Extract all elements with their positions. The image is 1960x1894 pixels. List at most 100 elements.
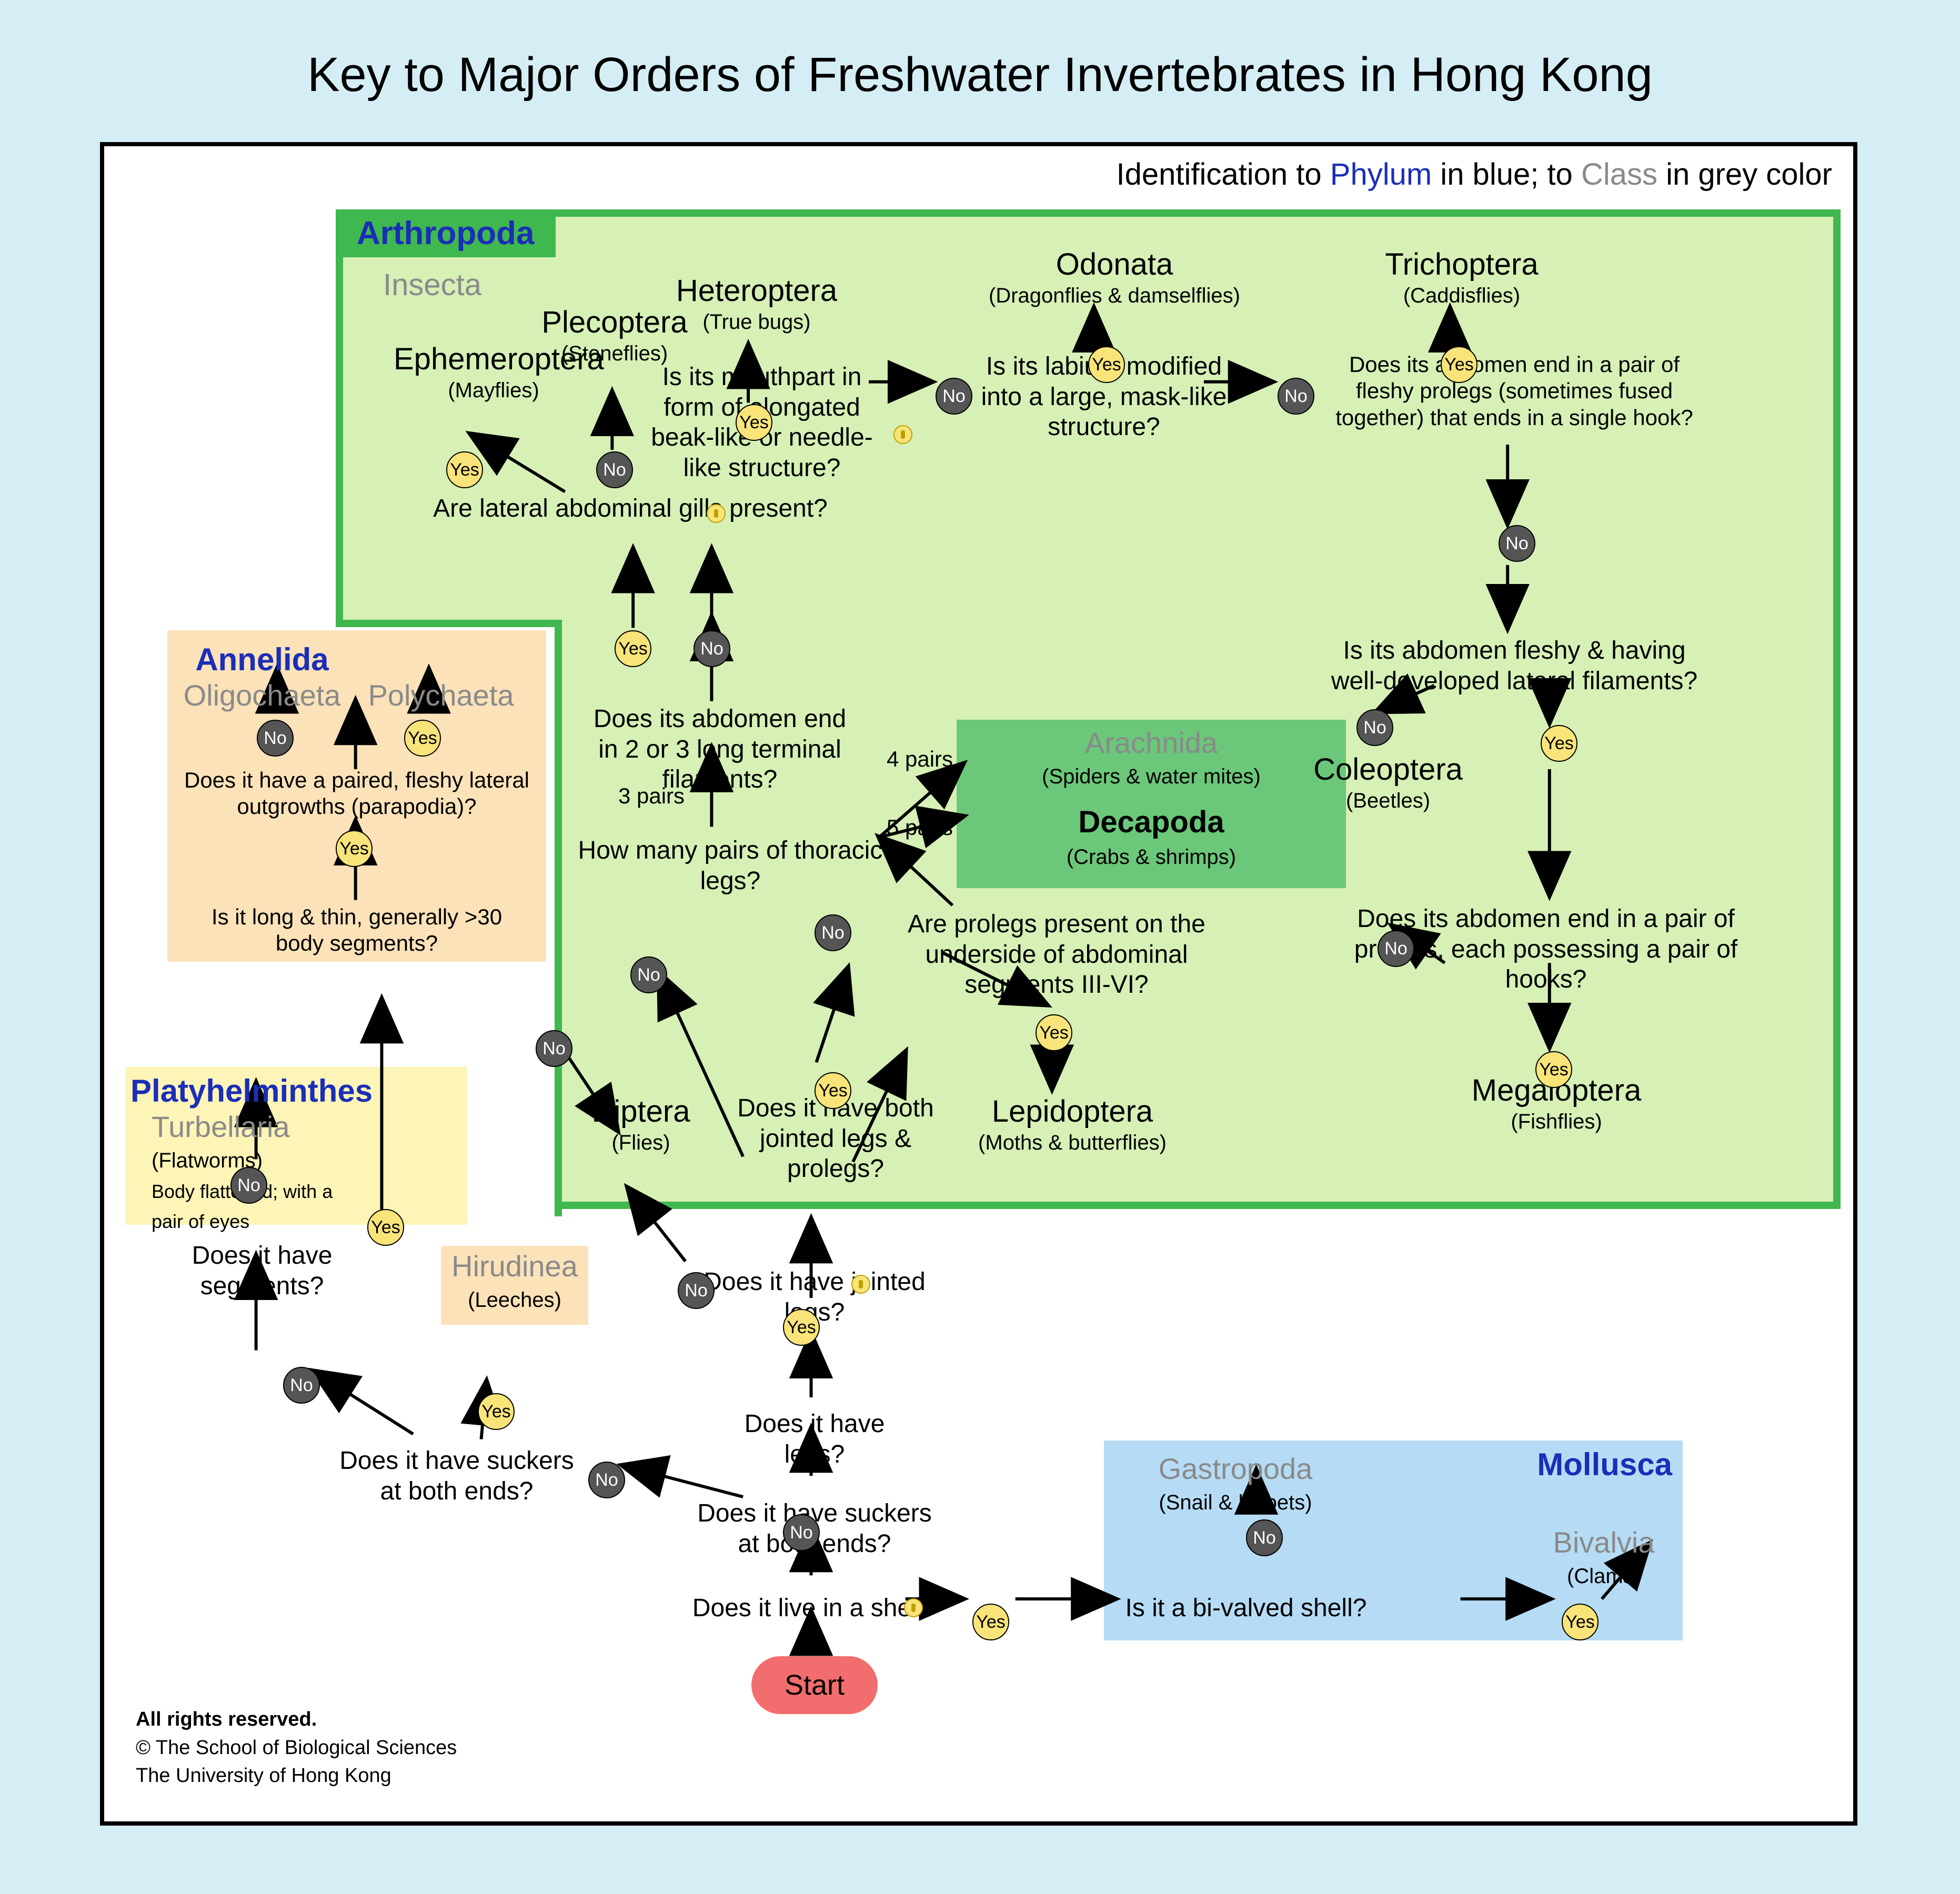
insecta-class-label: Insecta [383,267,481,303]
odonata-order: Odonata (Dragonflies & damselflies) [978,246,1251,308]
q-fleshy-filaments: Is its abdomen fleshy & having well-deve… [1314,636,1714,696]
yes-badge: Yes [1562,1604,1599,1640]
start-node: Start [751,1656,878,1714]
yes-badge: Yes [1535,1051,1572,1088]
no-badge: No [936,378,972,415]
arachnida-name: Arachnida [1085,726,1218,759]
hint-icon [707,504,726,523]
gastropoda-class: Gastropoda (Snail & limpets) [1130,1451,1341,1517]
q-thoracic: How many pairs of thoracic legs? [567,835,893,896]
diptera-name: Diptera [572,1093,709,1130]
oligochaeta-class: Oligochaeta [173,678,351,713]
oligochaeta-name: Oligochaeta [184,679,341,712]
legend-mid: in blue; to [1432,157,1581,192]
page-title: Key to Major Orders of Freshwater Invert… [0,47,1960,103]
q-segments: Does it have segments? [146,1241,378,1301]
hirudinea-name: Hirudinea [451,1250,578,1283]
no-badge: No [283,1367,320,1404]
no-badge: No [630,956,667,993]
yes-badge: Yes [1088,346,1125,383]
q-prolegs-hook: Does its abdomen end in a pair of fleshy… [1320,351,1709,431]
footer-l1: All rights reserved. [136,1708,317,1730]
heteroptera-order: Heteroptera (True bugs) [672,273,841,335]
hint-icon [851,1275,870,1294]
yes-badge: Yes [478,1393,515,1430]
trichoptera-order: Trichoptera (Caddisflies) [1367,246,1556,308]
odonata-name: Odonata [978,246,1251,283]
main-frame: Identification to Phylum in blue; to Cla… [100,142,1857,1826]
diptera-sub: (Flies) [572,1130,709,1155]
no-badge: No [693,630,730,667]
no-badge: No [783,1514,820,1551]
arachnida-class: Arachnida (Spiders & water mites) [967,725,1335,791]
mollusca-phylum: Mollusca [1451,1446,1672,1484]
yes-badge: Yes [815,1072,851,1109]
coleoptera-sub: (Beetles) [1293,788,1483,813]
q-bivalved: Is it a bi-valved shell? [1125,1593,1367,1624]
yes-badge: Yes [367,1209,404,1246]
q-thoracic-5: 5 pairs [883,814,957,841]
yes-badge: Yes [972,1604,1009,1640]
yes-badge: Yes [783,1309,820,1346]
no-badge: No [1356,709,1393,746]
no-badge: No [230,1167,267,1204]
q-suckers2: Does it have suckers at both ends? [330,1446,583,1506]
q-legs: Does it have legs? [715,1409,914,1469]
lepidoptera-name: Lepidoptera [967,1093,1178,1130]
hint-icon [893,425,912,444]
megaloptera-sub: (Fishflies) [1451,1109,1662,1134]
annelida-name: Annelida [195,642,328,677]
odonata-sub: (Dragonflies & damselflies) [978,283,1251,308]
yes-badge: Yes [1441,346,1477,383]
bivalvia-name: Bivalvia [1553,1526,1655,1559]
coleoptera-name: Coleoptera [1293,751,1483,788]
decapoda-sub: (Crabs & shrimps) [1067,845,1236,869]
lepidoptera-order: Lepidoptera (Moths & butterflies) [967,1093,1178,1155]
polychaeta-class: Polychaeta [351,678,530,713]
q-filaments: Does its abdomen end in 2 or 3 long term… [583,704,857,795]
coleoptera-order: Coleoptera (Beetles) [1293,751,1483,813]
legend-class: Class [1581,157,1657,192]
footer-l2: © The School of Biological Sciences [136,1737,457,1759]
q-gills: Are lateral abdominal gills present? [430,493,830,524]
bivalvia-sub: (Clams) [1567,1565,1641,1588]
no-badge: No [1499,525,1535,562]
polychaeta-name: Polychaeta [368,679,514,712]
no-badge: No [1378,930,1414,967]
yes-badge: Yes [336,830,373,867]
footer: All rights reserved. © The School of Bio… [136,1706,457,1790]
no-badge: No [596,451,633,488]
hint-icon [904,1598,923,1617]
diptera-order: Diptera (Flies) [572,1093,709,1155]
hirudinea-sub: (Leeches) [468,1288,561,1312]
trichoptera-sub: (Caddisflies) [1367,283,1556,308]
heteroptera-name: Heteroptera [672,273,841,309]
yes-badge: Yes [404,720,441,757]
arthropoda-tab: Arthropoda [336,209,556,257]
yes-badge: Yes [1541,725,1577,762]
q-longthin: Is it long & thin, generally >30 body se… [194,904,520,957]
legend-prefix: Identification to [1117,157,1330,192]
q-thoracic-4: 4 pairs [883,746,957,772]
decapoda-order: Decapoda (Crabs & shrimps) [967,804,1335,871]
legend-suffix: in grey color [1657,157,1832,192]
heteroptera-sub: (True bugs) [672,309,841,335]
yes-badge: Yes [446,451,483,488]
no-badge: No [815,914,851,951]
q-thoracic-3: 3 pairs [615,783,688,809]
legend-phylum: Phylum [1330,157,1432,192]
footer-l3: The University of Hong Kong [136,1765,391,1787]
no-badge: No [588,1462,625,1498]
yes-badge: Yes [736,404,772,441]
q-parapodia: Does it have a paired, fleshy lateral ou… [183,767,530,820]
trichoptera-name: Trichoptera [1367,246,1556,283]
yes-badge: Yes [1036,1014,1072,1051]
platy-phylum: Platyhelminthes [130,1072,373,1110]
no-badge: No [678,1272,715,1309]
ephemeroptera-sub: (Mayflies) [394,378,594,403]
arachnida-sub: (Spiders & water mites) [1042,765,1261,788]
lepidoptera-sub: (Moths & butterflies) [967,1130,1178,1155]
q-prolegs-ab: Are prolegs present on the underside of … [867,909,1246,1000]
no-badge: No [1246,1519,1283,1556]
yes-badge: Yes [615,630,651,667]
